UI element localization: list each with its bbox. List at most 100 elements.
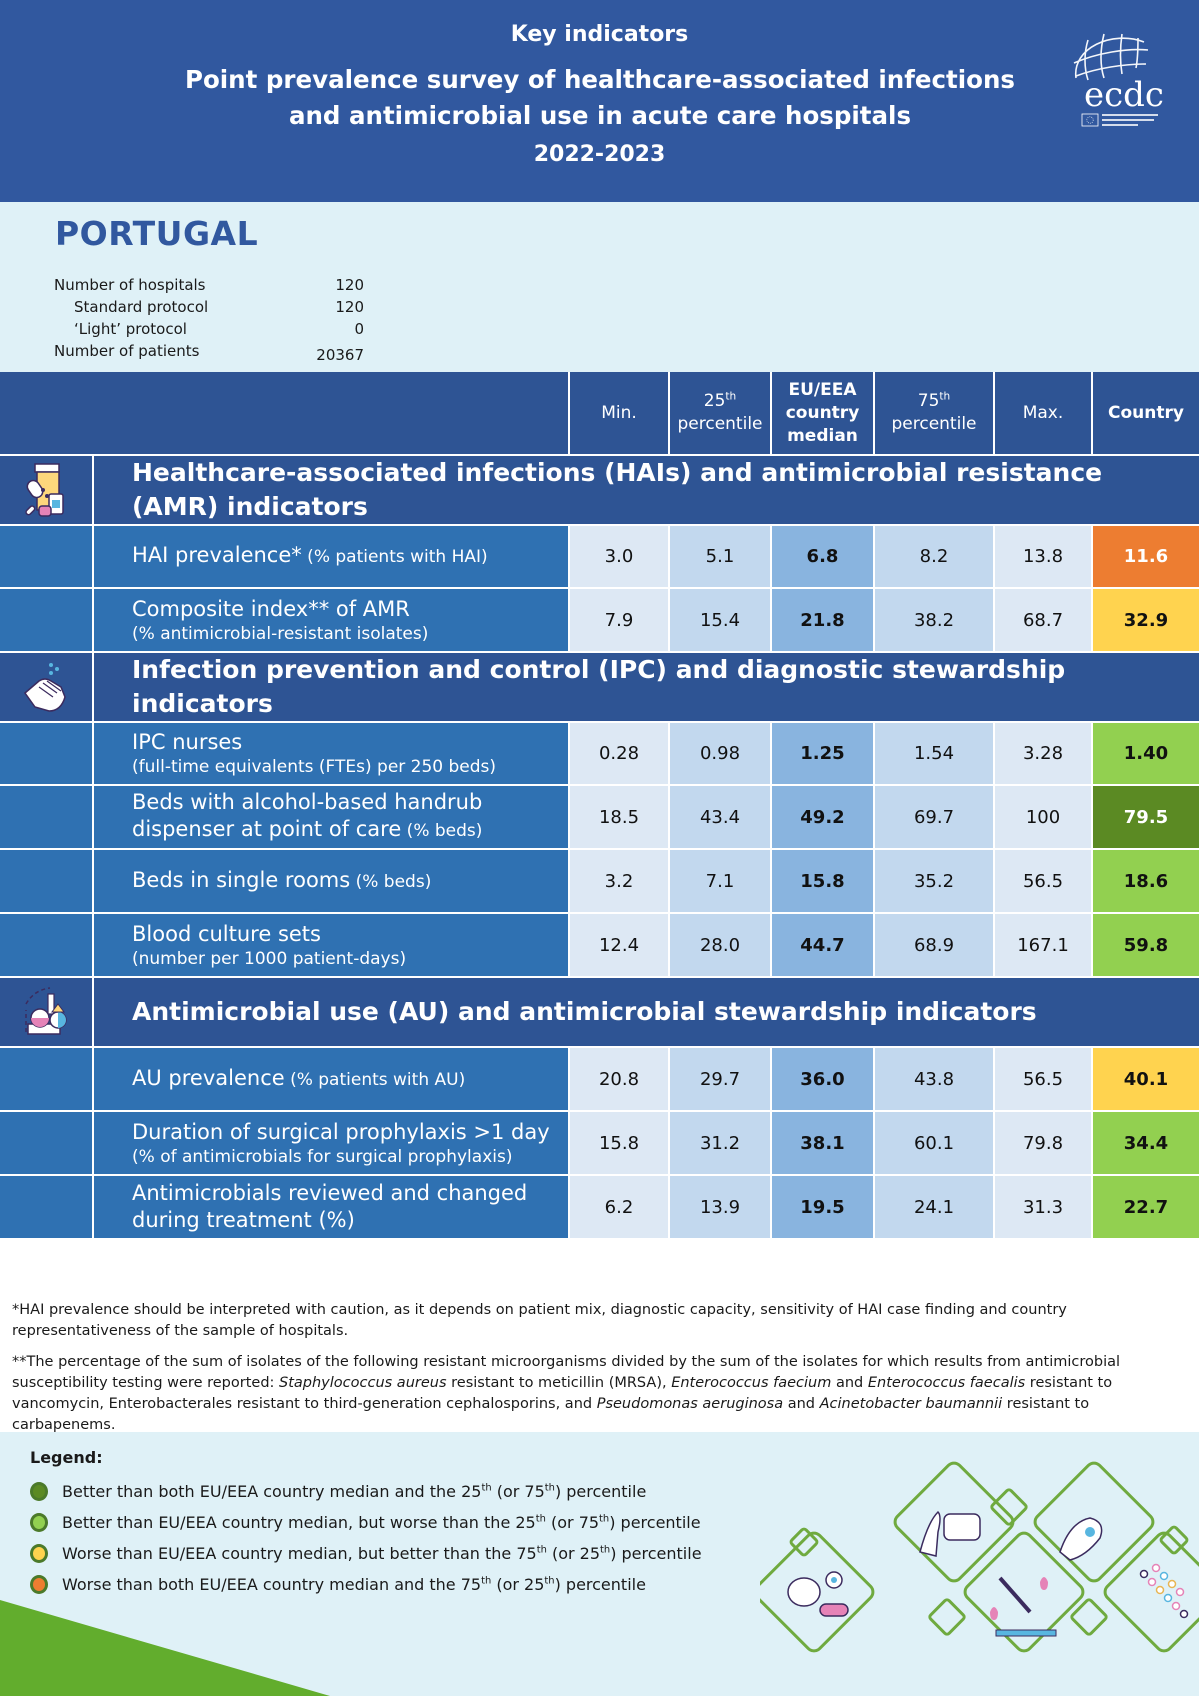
legend-item: Worse than EU/EEA country median, but be… <box>30 1538 702 1569</box>
table-row: HAI prevalence* (% patients with HAI) 3.0… <box>0 526 1199 587</box>
legend-dot-icon <box>30 1544 48 1563</box>
svg-text:ecdc: ecdc <box>1084 75 1164 115</box>
indicator-label: Antimicrobials reviewed and changed durin… <box>132 1181 528 1232</box>
legend-text: Worse than both EU/EEA country median an… <box>62 1575 646 1594</box>
value-p25: 43.4 <box>670 786 770 848</box>
value-median: 19.5 <box>772 1176 873 1238</box>
value-p75: 1.54 <box>875 723 993 784</box>
value-p25: 13.9 <box>670 1176 770 1238</box>
footnotes: *HAI prevalence should be interpreted wi… <box>12 1300 1192 1446</box>
value-country: 34.4 <box>1093 1112 1199 1174</box>
stat-value: 120 <box>335 298 364 316</box>
section-title: Infection prevention and control (IPC) a… <box>132 655 1066 718</box>
stat-row-hospitals: Number of hospitals 120 <box>54 274 364 296</box>
value-min: 3.0 <box>570 526 668 587</box>
footnote-hai: *HAI prevalence should be interpreted wi… <box>12 1302 1067 1339</box>
value-max: 31.3 <box>995 1176 1091 1238</box>
section-header-row: Infection prevention and control (IPC) a… <box>0 653 1199 721</box>
value-country: 1.40 <box>1093 723 1199 784</box>
page-header: Key indicators Point prevalence survey o… <box>0 0 1199 202</box>
col-header-max: Max. <box>1022 402 1064 423</box>
value-max: 13.8 <box>995 526 1091 587</box>
value-min: 18.5 <box>570 786 668 848</box>
table-row: Blood culture sets (number per 1000 patie… <box>0 914 1199 976</box>
stat-row-standard-protocol: Standard protocol 120 <box>54 296 364 318</box>
stat-label: Number of patients <box>54 342 200 360</box>
table-row: AU prevalence (% patients with AU) 20.8 29… <box>0 1048 1199 1110</box>
value-max: 79.8 <box>995 1112 1091 1174</box>
value-median: 1.25 <box>772 723 873 784</box>
value-min: 12.4 <box>570 914 668 976</box>
legend-item: Better than EU/EEA country median, but w… <box>30 1507 702 1538</box>
value-country: 79.5 <box>1093 786 1199 848</box>
value-min: 0.28 <box>570 723 668 784</box>
stat-label: Standard protocol <box>74 298 209 316</box>
value-country: 22.7 <box>1093 1176 1199 1238</box>
legend-text: Worse than EU/EEA country median, but be… <box>62 1544 702 1563</box>
stat-row-patients: Number of patients 20367 <box>54 340 364 364</box>
title-line-1: Point prevalence survey of healthcare-as… <box>185 65 1015 94</box>
value-p25: 31.2 <box>670 1112 770 1174</box>
decorative-green-wedge <box>0 1600 330 1696</box>
country-info-panel: PORTUGAL Number of hospitals 120 Standar… <box>0 202 1199 372</box>
value-p25: 29.7 <box>670 1048 770 1110</box>
table-row: Antimicrobials reviewed and changed durin… <box>0 1176 1199 1238</box>
value-country: 18.6 <box>1093 850 1199 912</box>
value-p75: 35.2 <box>875 850 993 912</box>
medicine-bottles-icon <box>0 456 92 524</box>
handwashing-icon <box>0 653 92 721</box>
indicator-label: Composite index** of AMR (% antimicrobial… <box>132 596 429 644</box>
indicator-label: HAI prevalence* (% patients with HAI) <box>132 543 488 567</box>
legend-item: Better than both EU/EEA country median a… <box>30 1476 702 1507</box>
indicator-label: AU prevalence (% patients with AU) <box>132 1065 466 1090</box>
stat-value: 20367 <box>316 346 364 364</box>
legend-text: Better than both EU/EEA country median a… <box>62 1482 647 1501</box>
value-p75: 69.7 <box>875 786 993 848</box>
value-min: 20.8 <box>570 1048 668 1110</box>
country-name: PORTUGAL <box>55 214 259 253</box>
value-median: 38.1 <box>772 1112 873 1174</box>
value-country: 40.1 <box>1093 1048 1199 1110</box>
table-row: Beds with alcohol-based handrub dispenser… <box>0 786 1199 848</box>
footnote-amr: **The percentage of the sum of isolates … <box>12 1354 1121 1433</box>
table-header-row: Min. 25th percentile EU/EEA country medi… <box>0 372 1199 454</box>
section-title: Healthcare-associated infections (HAIs) … <box>132 458 1103 521</box>
indicator-label: Blood culture sets (number per 1000 patie… <box>132 921 407 969</box>
legend-list: Better than both EU/EEA country median a… <box>30 1476 702 1600</box>
value-max: 3.28 <box>995 723 1091 784</box>
section-header-row: Antimicrobial use (AU) and antimicrobial… <box>0 978 1199 1046</box>
stat-label: ‘Light’ protocol <box>74 320 187 338</box>
section-title: Antimicrobial use (AU) and antimicrobial… <box>132 997 1037 1026</box>
legend-dot-icon <box>30 1482 48 1501</box>
value-max: 56.5 <box>995 1048 1091 1110</box>
value-median: 44.7 <box>772 914 873 976</box>
value-median: 15.8 <box>772 850 873 912</box>
value-p75: 43.8 <box>875 1048 993 1110</box>
value-p25: 0.98 <box>670 723 770 784</box>
value-max: 68.7 <box>995 589 1091 651</box>
value-min: 7.9 <box>570 589 668 651</box>
stat-value: 0 <box>354 320 364 338</box>
indicator-label: Beds in single rooms (% beds) <box>132 867 432 892</box>
legend-dot-icon <box>30 1513 48 1532</box>
legend-dot-icon <box>30 1575 48 1594</box>
legend-panel: Legend: Better than both EU/EEA country … <box>0 1432 1199 1696</box>
stat-row-light-protocol: ‘Light’ protocol 0 <box>54 318 364 340</box>
ecdc-logo-icon: ecdc <box>1073 33 1164 127</box>
col-header-median: EU/EEA country median <box>785 379 860 446</box>
table-row: Duration of surgical prophylaxis >1 day(… <box>0 1112 1199 1174</box>
value-p25: 7.1 <box>670 850 770 912</box>
table-row: Composite index** of AMR (% antimicrobial… <box>0 589 1199 651</box>
value-max: 56.5 <box>995 850 1091 912</box>
value-min: 15.8 <box>570 1112 668 1174</box>
survey-years: 2022-2023 <box>533 142 666 167</box>
table-row: Beds in single rooms (% beds) 3.2 7.1 15.8 3… <box>0 850 1199 912</box>
legend-title: Legend: <box>30 1448 103 1467</box>
value-p75: 68.9 <box>875 914 993 976</box>
table-row: IPC nurses (full-time equivalents (FTEs) … <box>0 723 1199 784</box>
value-p25: 28.0 <box>670 914 770 976</box>
value-p75: 8.2 <box>875 526 993 587</box>
legend-item: Worse than both EU/EEA country median an… <box>30 1569 702 1600</box>
legend-text: Better than EU/EEA country median, but w… <box>62 1513 701 1532</box>
title-line-2: and antimicrobial use in acute care hosp… <box>288 101 912 130</box>
